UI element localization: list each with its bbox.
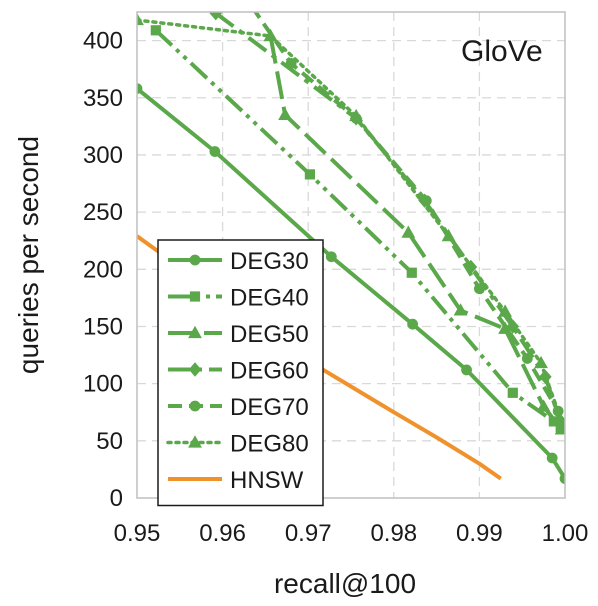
data-point [441, 228, 456, 242]
data-point [189, 291, 201, 302]
data-point [559, 473, 565, 484]
legend-label: DEG50 [230, 321, 309, 348]
data-point [137, 12, 144, 26]
data-point [209, 12, 223, 21]
series-deg30 [137, 83, 565, 484]
y-tick-label: 350 [83, 85, 123, 112]
data-point [548, 416, 559, 427]
data-point [188, 325, 202, 339]
y-tick-label: 200 [83, 256, 123, 283]
data-point [406, 267, 417, 278]
legend-item: DEG40 [168, 285, 309, 312]
y-tick-label: 100 [83, 371, 123, 398]
y-tick-labels: 0 50 100 150 200 250 300 350 400 [83, 28, 123, 512]
x-tick-label: 0.99 [456, 520, 503, 547]
data-point [150, 25, 161, 36]
y-tick-label: 400 [83, 28, 123, 55]
legend-label: DEG30 [230, 248, 309, 275]
legend-item: DEG30 [168, 248, 309, 275]
legend-label: HNSW [230, 467, 304, 494]
data-point [534, 355, 548, 369]
data-point [137, 83, 143, 95]
legend-item: DEG60 [168, 358, 309, 385]
data-point [506, 319, 520, 334]
data-point [188, 362, 202, 377]
data-point [189, 254, 201, 266]
legend-item: DEG50 [168, 321, 309, 348]
x-axis-label: recall@100 [274, 568, 416, 599]
data-point [263, 28, 278, 42]
y-tick-label: 250 [83, 199, 123, 226]
plot-frame [136, 11, 566, 499]
legend-label: DEG70 [230, 394, 309, 421]
data-point [246, 1, 257, 12]
data-point [407, 318, 419, 330]
data-point [507, 387, 518, 398]
data-point [209, 146, 221, 157]
y-axis-label: queries per second [13, 136, 44, 374]
x-tick-label: 0.97 [285, 520, 332, 547]
x-tick-labels: 0.95 0.96 0.97 0.98 0.99 1.00 [114, 520, 589, 547]
data-point [401, 225, 416, 238]
legend-item: HNSW [168, 467, 304, 494]
legend-item: DEG80 [166, 431, 309, 458]
dataset-annotation: GloVe [461, 35, 543, 68]
data-point [521, 353, 533, 364]
legend: DEG30 DEG40 DEG50 DEG60 DEG70 DEG80 HNSW [157, 239, 324, 507]
data-point [278, 107, 292, 121]
series-deg80 [137, 12, 565, 432]
data-point [461, 364, 472, 376]
data-point [189, 400, 201, 412]
legend-item: DEG70 [168, 394, 309, 421]
legend-label: DEG80 [230, 431, 309, 458]
data-point [498, 304, 512, 317]
x-tick-label: 0.96 [199, 520, 246, 547]
data-point [556, 418, 565, 432]
data-point [325, 251, 337, 263]
data-point [474, 283, 485, 295]
x-tick-label: 0.95 [114, 520, 161, 547]
y-tick-label: 150 [83, 313, 123, 340]
data-point [304, 169, 316, 180]
legend-box [157, 239, 324, 507]
data-point [285, 58, 297, 69]
data-point [536, 399, 551, 412]
y-tick-label: 50 [96, 428, 123, 455]
data-point [453, 303, 468, 316]
y-tick-label: 0 [110, 485, 123, 512]
data-point [349, 108, 364, 122]
data-point [188, 435, 202, 448]
series-line [154, 28, 562, 429]
x-tick-label: 1.00 [542, 520, 589, 547]
y-tick-label: 300 [83, 142, 123, 169]
data-point [546, 452, 558, 464]
legend-label: DEG40 [230, 285, 309, 312]
x-tick-label: 0.98 [370, 520, 417, 547]
legend-label: DEG60 [230, 358, 309, 385]
grid-lines [137, 12, 565, 498]
